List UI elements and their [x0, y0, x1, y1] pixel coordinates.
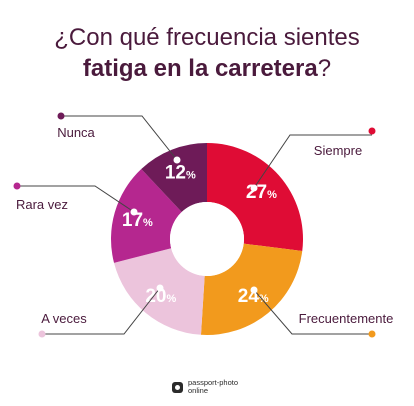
leader-line — [61, 115, 178, 161]
leader-end-dot — [368, 127, 376, 135]
title-bold: fatiga en la carretera — [82, 55, 318, 82]
slice-category-label: Rara vez — [16, 197, 68, 212]
leader-line — [253, 134, 372, 189]
brand-logo: passport-photo online — [172, 379, 238, 395]
donut-slice-2 — [114, 248, 205, 335]
leader-end-dot — [368, 330, 376, 338]
camera-icon — [172, 381, 183, 393]
donut-slice-4 — [141, 143, 207, 213]
leader-anchor-dot — [250, 184, 258, 192]
slice-category-label: Siempre — [314, 143, 362, 158]
donut-hole — [170, 202, 244, 276]
brand-line-2: online — [188, 386, 209, 395]
slice-category-label: Nunca — [57, 125, 95, 140]
brand-text: passport-photo online — [188, 379, 238, 395]
leader-anchor-dot — [130, 208, 138, 216]
leader-line — [17, 185, 135, 213]
slice-category-label: Frecuentemente — [299, 311, 394, 326]
leader-end-dot — [13, 182, 21, 190]
leader-end-dot — [38, 330, 46, 338]
leader-anchor-dot — [250, 286, 258, 294]
slice-category-label: A veces — [41, 311, 87, 326]
title-line-1: ¿Con qué frecuencia sientes — [54, 24, 360, 51]
brand-line-1: passport-photo — [188, 378, 239, 387]
leader-end-dot — [57, 112, 65, 120]
leader-anchor-dot — [156, 284, 164, 292]
donut-slice-3 — [111, 169, 182, 263]
leader-anchor-dot — [173, 156, 181, 164]
leader-line — [253, 289, 372, 335]
title-question-mark: ? — [317, 55, 332, 82]
title-line-2: fatiga en la carretera? — [0, 53, 414, 84]
donut-slice-0 — [207, 143, 303, 252]
leader-line — [42, 287, 161, 335]
chart-title: ¿Con qué frecuencia sientes fatiga en la… — [0, 22, 414, 84]
slice-percent-label: 17% — [122, 210, 153, 231]
slice-percent-label: 12% — [165, 163, 196, 184]
